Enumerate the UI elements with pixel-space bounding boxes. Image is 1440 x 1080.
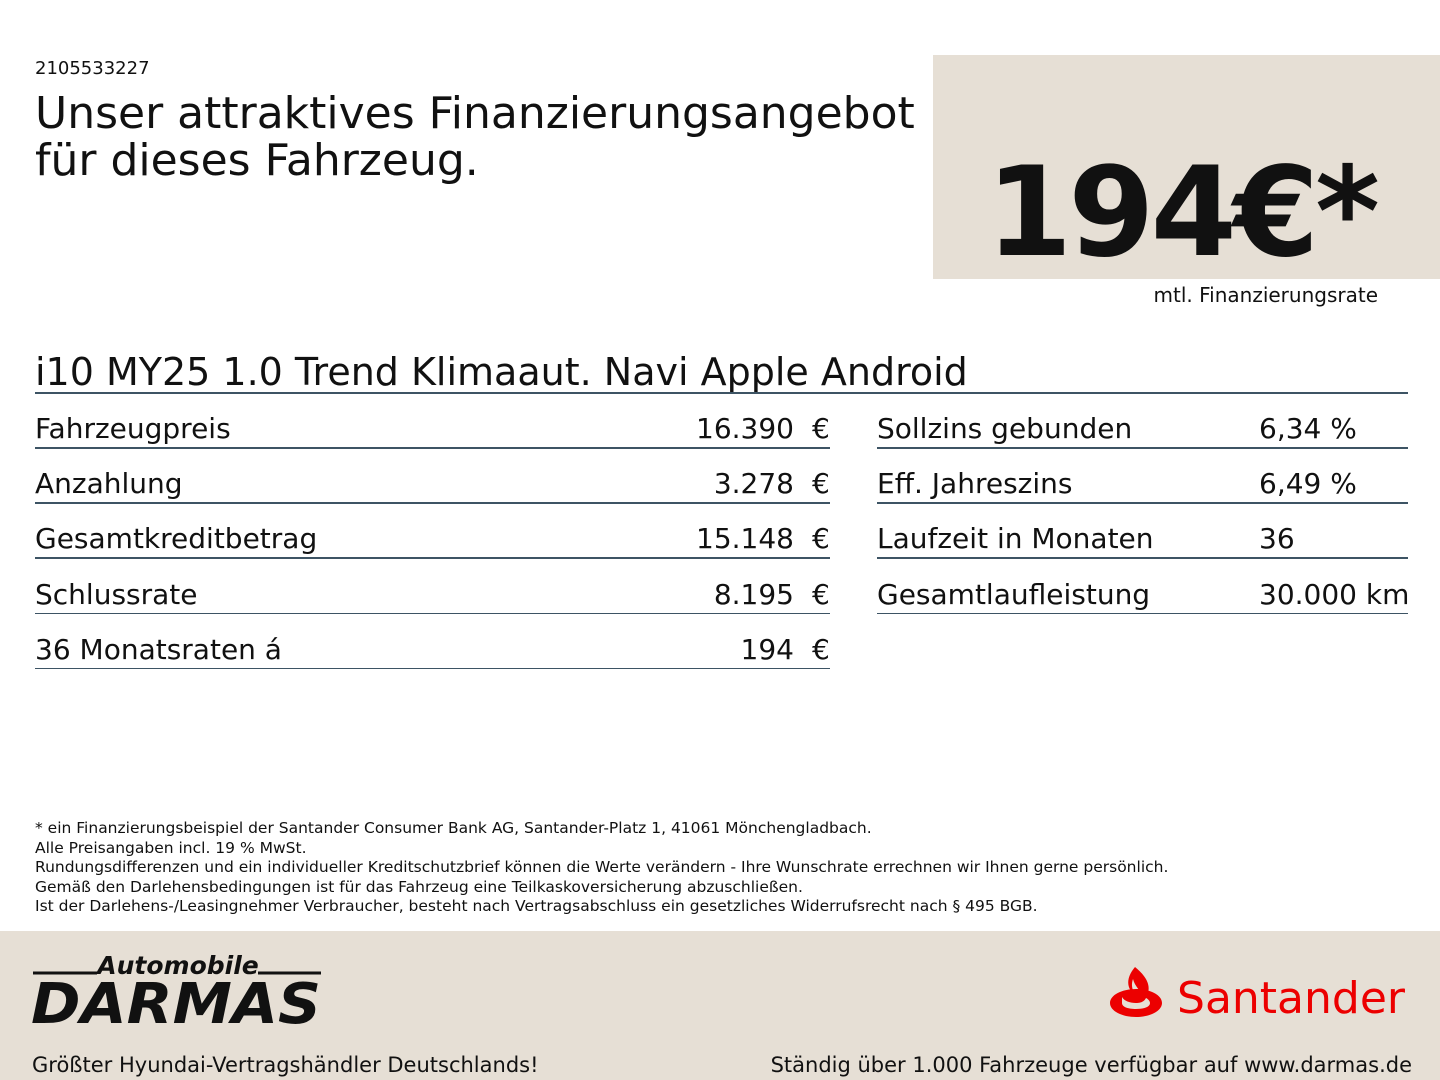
row-value: 6,49 % — [1259, 467, 1357, 501]
row-unit: € — [812, 467, 830, 501]
footnote: Alle Preisangaben incl. 19 % MwSt. — [35, 838, 307, 857]
row-rule — [877, 557, 1408, 559]
row-unit: € — [812, 412, 830, 445]
footnotes: * ein Finanzierungsbeispiel der Santande… — [35, 819, 1168, 917]
row-unit: € — [812, 577, 830, 611]
row-value: 30.000 km — [1259, 577, 1410, 611]
row-value: 16.390 — [696, 412, 794, 445]
row-rule — [35, 502, 830, 504]
headline-line: für dieses Fahrzeug. — [35, 135, 479, 186]
santander-flame — [1110, 967, 1162, 1017]
row-label: Eff. Jahreszins — [877, 467, 1073, 501]
row-unit: € — [812, 632, 830, 666]
vehicle-name: i10 MY25 1.0 Trend Klimaaut. Navi Apple … — [35, 350, 968, 394]
footnote: Ist der Darlehens-/Leasingnehmer Verbrau… — [35, 897, 1038, 915]
row-rule — [35, 447, 830, 449]
footer-graphics: Automobile DARMAS Santander — [31, 951, 1406, 1037]
row-label: Laufzeit in Monaten — [877, 522, 1154, 556]
headline-line: Unser attraktives Finanzierungsangebot — [35, 88, 915, 139]
row-rule — [877, 447, 1408, 449]
row-value: 8.195 — [713, 577, 794, 611]
row-rule — [877, 612, 1408, 615]
row-rule — [35, 557, 830, 559]
footnote: Rundungsdifferenzen und ein individuelle… — [35, 858, 1169, 876]
divider — [35, 392, 1408, 394]
price: 194€* — [986, 141, 1380, 285]
row-label: 36 Monatsraten á — [35, 632, 282, 666]
row-value: 3.278 — [713, 467, 794, 501]
row-value: 6,34 % — [1259, 412, 1357, 445]
logo-small: Automobile — [95, 951, 259, 980]
footer: Automobile DARMAS Santander Größter Hyun… — [0, 931, 1440, 1080]
row-label: Fahrzeugpreis — [35, 412, 231, 445]
row-label: Anzahlung — [35, 467, 183, 501]
row-label: Gesamtlaufleistung — [877, 577, 1151, 611]
price-box: 194€* mtl. Finanzierungsrate — [933, 55, 1440, 307]
bank-name: Santander — [1177, 973, 1406, 1024]
row-label: Gesamtkreditbetrag — [35, 522, 318, 556]
logo-name: DARMAS — [31, 972, 321, 1037]
row-rule — [877, 502, 1408, 504]
row-label: Sollzins gebunden — [877, 412, 1133, 445]
row-value: 36 — [1259, 522, 1295, 556]
offer-id: 2105533227 — [35, 58, 150, 79]
row-rule — [35, 667, 830, 670]
dealer-tagline: Größter Hyundai-Vertragshändler Deutschl… — [32, 1053, 539, 1077]
row-value: 15.148 — [696, 522, 794, 556]
footnote: Gemäß den Darlehensbedingungen ist für d… — [35, 877, 803, 896]
headline: Unser attraktives Finanzierungsangebot f… — [35, 90, 915, 184]
footnote: * ein Finanzierungsbeispiel der Santande… — [35, 819, 872, 837]
price-label: mtl. Finanzierungsrate — [1153, 283, 1378, 307]
row-label: Schlussrate — [35, 577, 198, 611]
row-rule — [35, 612, 830, 615]
row-unit: € — [812, 522, 830, 556]
row-value: 194 — [740, 632, 794, 666]
footer-tagline: Ständig über 1.000 Fahrzeuge verfügbar a… — [770, 1053, 1412, 1077]
